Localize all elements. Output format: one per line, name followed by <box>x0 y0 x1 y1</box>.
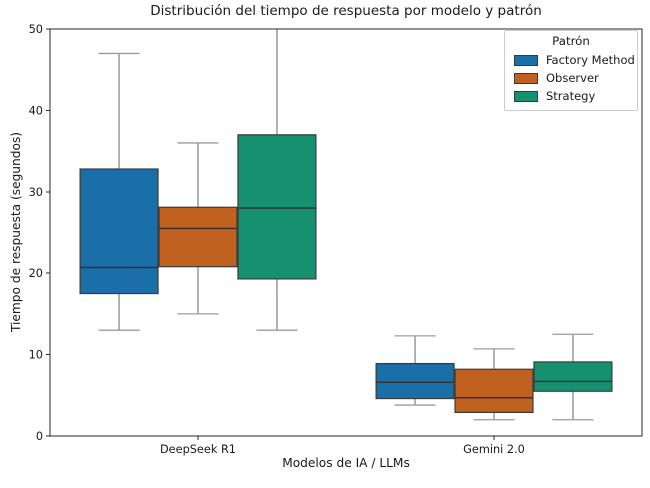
y-tick-label: 50 <box>29 23 43 36</box>
legend: Patrón Factory Method Observer Strategy <box>504 30 638 111</box>
legend-entry-observer: Observer <box>505 69 637 87</box>
box-factory-method <box>375 362 455 400</box>
x-axis-label: Modelos de IA / LLMs <box>282 456 410 470</box>
box-strategy <box>533 361 613 392</box>
legend-entry-strategy: Strategy <box>505 87 637 105</box>
axes-spines <box>49 28 643 437</box>
legend-entry-factory-method: Factory Method <box>505 51 637 69</box>
x-tick-label: DeepSeek R1 <box>160 443 236 456</box>
legend-label: Observer <box>546 71 599 85</box>
legend-entries: Factory Method Observer Strategy <box>505 51 637 105</box>
box-observer <box>454 368 534 413</box>
box-strategy <box>237 134 317 280</box>
y-tick-label: 40 <box>29 104 43 117</box>
chart-title: Distribución del tiempo de respuesta por… <box>150 3 542 19</box>
box-factory-method <box>79 168 159 295</box>
boxes-group <box>79 29 613 421</box>
legend-swatch-icon <box>514 54 538 66</box>
legend-swatch-icon <box>514 90 538 102</box>
y-tick-label: 10 <box>29 349 43 362</box>
legend-label: Factory Method <box>546 53 635 67</box>
legend-swatch-icon <box>514 72 538 84</box>
legend-title: Patrón <box>552 34 590 48</box>
x-tick-label: Gemini 2.0 <box>463 443 525 456</box>
box-observer <box>158 206 238 268</box>
y-tick-label: 30 <box>29 186 43 199</box>
y-tick-label: 20 <box>29 267 43 280</box>
legend-label: Strategy <box>546 89 596 103</box>
y-tick-label: 0 <box>36 430 43 443</box>
